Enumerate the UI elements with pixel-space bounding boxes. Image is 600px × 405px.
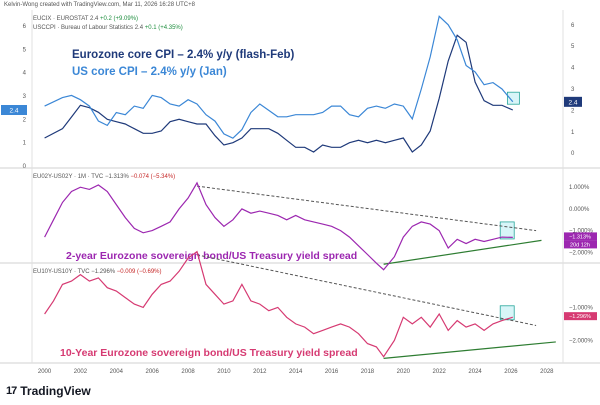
pane-frames xyxy=(0,10,600,364)
legend-us-cpi: USCCPI · Bureau of Labour Statistics 2.4… xyxy=(33,25,183,31)
tradingview-wordmark: TradingView xyxy=(20,384,91,398)
right-tick-label: 3 xyxy=(571,87,575,93)
us-core-cpi-line xyxy=(44,15,514,139)
x-tick-label: 2020 xyxy=(397,369,411,375)
right-tick-label: 6 xyxy=(571,23,575,29)
x-tick-label: 2016 xyxy=(325,369,339,375)
x-tick-label: 2002 xyxy=(74,369,88,375)
spread10y-line xyxy=(44,250,513,358)
annotation-spread10y: 10-Year Eurozone sovereign bond/US Treas… xyxy=(60,347,358,359)
legend-spread10y: EU10Y-US10Y · TVC −1.296% −0.009 (−0.69%… xyxy=(33,269,162,275)
series-lines xyxy=(44,15,514,358)
annotation-eu-cpi: Eurozone core CPI – 2.4% y/y (flash-Feb) xyxy=(72,49,295,61)
x-tick-label: 2006 xyxy=(146,369,160,375)
value-tag-label-spread2y: −1.313% xyxy=(569,234,591,240)
eu-core-cpi-line xyxy=(44,34,514,153)
tradingview-mark-icon: 17 xyxy=(6,385,17,397)
value-tag-spread2y xyxy=(564,232,597,241)
right-tick-label: −2.000% xyxy=(569,250,594,256)
x-tick-label: 2004 xyxy=(110,369,124,375)
annotation-us-cpi: US core CPI – 2.4% y/y (Jan) xyxy=(72,66,227,78)
tradingview-logo: 17 TradingView xyxy=(6,384,91,398)
left-value-tag xyxy=(1,105,27,115)
support-trendline-spread2y xyxy=(383,239,542,265)
right-tick-label: 2 xyxy=(571,108,575,114)
x-tick-label: 2026 xyxy=(504,369,518,375)
value-tag-label-spread2y: 20d 12h xyxy=(570,242,590,248)
x-tick-label: 2028 xyxy=(540,369,554,375)
left-tick-label: 6 xyxy=(23,24,27,30)
last-value-tags: 2.4 2.4 −1.313% 20d 12h −1.296% xyxy=(1,96,597,321)
left-tick-label: 3 xyxy=(23,94,27,100)
legend-spread2y: EU02Y-US02Y · 1M · TVC −1.313% −0.074 (−… xyxy=(33,174,175,180)
left-value-tag-label: 2.4 xyxy=(9,108,18,115)
right-tick-label: 0 xyxy=(571,151,575,157)
right-value-tag xyxy=(564,96,582,107)
spread2y-line xyxy=(44,181,513,271)
x-tick-label: 2024 xyxy=(468,369,482,375)
left-tick-label: 1 xyxy=(23,141,27,147)
highlight-box-cpi xyxy=(506,91,520,105)
right-value-tag-label: 2.4 xyxy=(568,99,577,106)
left-tick-label: 4 xyxy=(23,71,27,77)
right-tick-label: −2.000% xyxy=(569,338,594,344)
right-tick-label: 0.000% xyxy=(569,207,590,213)
right-tick-label: −1.000% xyxy=(569,305,594,311)
right-tick-label: 5 xyxy=(571,44,575,50)
support-trendline-spread10y xyxy=(383,341,556,359)
x-tick-label: 2012 xyxy=(253,369,267,375)
right-tick-label: 1.000% xyxy=(569,185,590,191)
trendlines xyxy=(196,185,556,359)
left-tick-label: 5 xyxy=(23,47,27,53)
x-tick-label: 2018 xyxy=(361,369,375,375)
right-tick-label: −1.000% xyxy=(569,229,594,235)
left-tick-label: 0 xyxy=(23,164,27,170)
axis-ticks: 2000 2002 2004 2006 2008 2010 2012 2014 2016 2018… xyxy=(23,23,594,375)
chart-credit: Kelvin-Wong created with TradingView.com… xyxy=(4,2,195,8)
resistance-trendline-spread2y xyxy=(196,185,537,232)
annotation-spread2y: 2-year Eurozone sovereign bond/US Treasu… xyxy=(66,250,357,262)
resistance-trendline-spread10y xyxy=(196,254,537,326)
value-tag-spread10y xyxy=(564,312,597,321)
value-tag-spread2y xyxy=(564,240,597,249)
x-tick-label: 2000 xyxy=(38,369,52,375)
highlight-boxes xyxy=(499,91,520,321)
value-tag-label-spread10y: −1.296% xyxy=(569,314,591,320)
right-tick-label: 4 xyxy=(571,66,575,72)
x-tick-label: 2008 xyxy=(181,369,195,375)
x-tick-label: 2014 xyxy=(289,369,303,375)
highlight-box-spread2y xyxy=(499,221,515,240)
right-tick-label: 1 xyxy=(571,130,575,136)
x-tick-label: 2010 xyxy=(217,369,231,375)
x-tick-label: 2022 xyxy=(433,369,447,375)
left-tick-label: 2 xyxy=(23,117,27,123)
legend-eu-cpi: EUCIX · EUROSTAT 2.4 +0.2 (+9.09%) xyxy=(33,16,138,22)
